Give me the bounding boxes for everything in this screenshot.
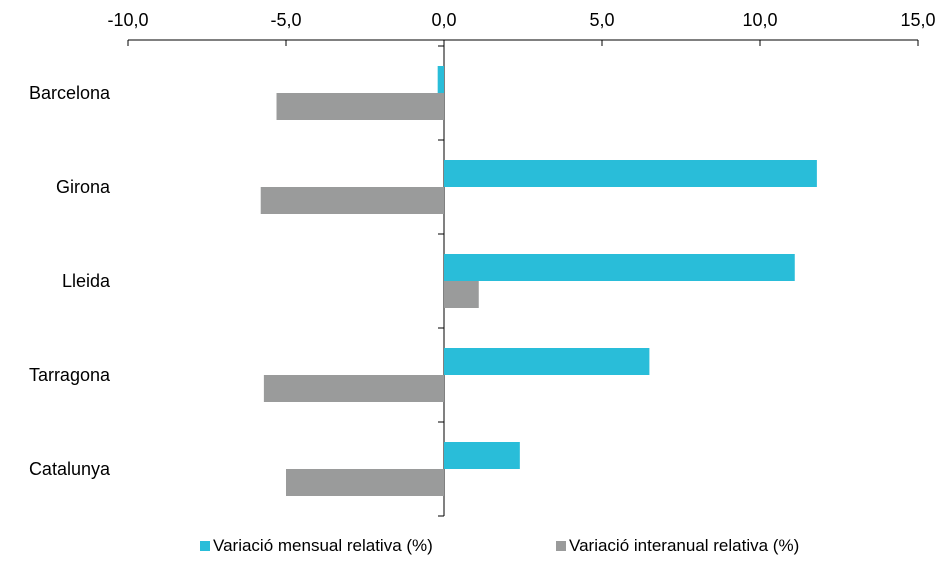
x-tick-label: 15,0 xyxy=(900,10,935,30)
bar-girona-series-1 xyxy=(444,160,817,187)
x-tick-label: -5,0 xyxy=(270,10,301,30)
x-tick-label: 5,0 xyxy=(589,10,614,30)
legend-swatch xyxy=(556,541,566,551)
category-label: Catalunya xyxy=(29,459,111,479)
category-label: Tarragona xyxy=(29,365,111,385)
bars xyxy=(260,66,817,496)
legend-label: Variació mensual relativa (%) xyxy=(213,536,433,555)
legend: Variació mensual relativa (%) Variació in… xyxy=(200,536,799,555)
x-tick-label: 10,0 xyxy=(742,10,777,30)
axes xyxy=(127,39,919,517)
bar-lleida-series-2 xyxy=(444,281,479,308)
bar-lleida-series-1 xyxy=(444,254,795,281)
bar-catalunya-series-1 xyxy=(444,442,520,469)
bar-girona-series-2 xyxy=(260,187,444,214)
bar-barcelona-series-2 xyxy=(276,93,444,120)
bar-catalunya-series-2 xyxy=(286,469,444,496)
category-label: Girona xyxy=(56,177,111,197)
bar-barcelona-series-1 xyxy=(437,66,444,93)
x-tick-label: 0,0 xyxy=(431,10,456,30)
category-label: Lleida xyxy=(62,271,111,291)
legend-label: Variació interanual relativa (%) xyxy=(569,536,799,555)
labels: -10,0 -5,0 0,0 5,0 10,0 15,0 Barcelona Girona Ll… xyxy=(29,10,936,479)
bar-tarragona-series-2 xyxy=(263,375,444,402)
x-tick-label: -10,0 xyxy=(107,10,148,30)
bar-tarragona-series-1 xyxy=(444,348,650,375)
legend-swatch xyxy=(200,541,210,551)
category-label: Barcelona xyxy=(29,83,111,103)
